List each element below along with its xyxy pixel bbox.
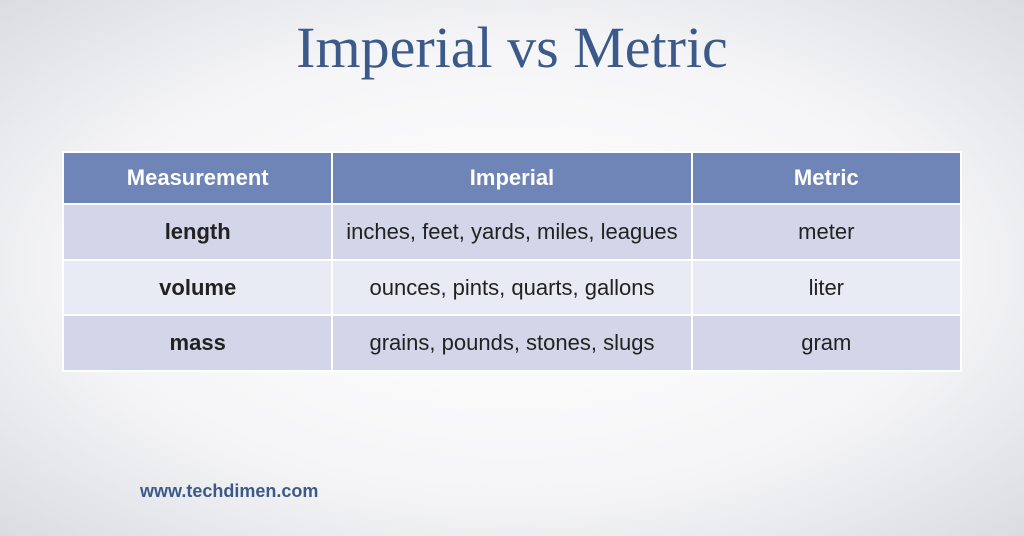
table-row: length inches, feet, yards, miles, leagu… [63,204,961,260]
col-header-measurement: Measurement [63,152,332,204]
col-header-metric: Metric [692,152,961,204]
cell-metric: gram [692,315,961,371]
comparison-table-container: Measurement Imperial Metric length inche… [62,151,962,372]
table-row: volume ounces, pints, quarts, gallons li… [63,260,961,316]
table-header-row: Measurement Imperial Metric [63,152,961,204]
cell-measurement: length [63,204,332,260]
col-header-imperial: Imperial [332,152,691,204]
cell-imperial: grains, pounds, stones, slugs [332,315,691,371]
cell-metric: liter [692,260,961,316]
cell-imperial: inches, feet, yards, miles, leagues [332,204,691,260]
footer-url: www.techdimen.com [140,481,318,502]
cell-measurement: volume [63,260,332,316]
comparison-table: Measurement Imperial Metric length inche… [62,151,962,372]
table-row: mass grains, pounds, stones, slugs gram [63,315,961,371]
cell-metric: meter [692,204,961,260]
page-title: Imperial vs Metric [0,0,1024,81]
cell-imperial: ounces, pints, quarts, gallons [332,260,691,316]
cell-measurement: mass [63,315,332,371]
